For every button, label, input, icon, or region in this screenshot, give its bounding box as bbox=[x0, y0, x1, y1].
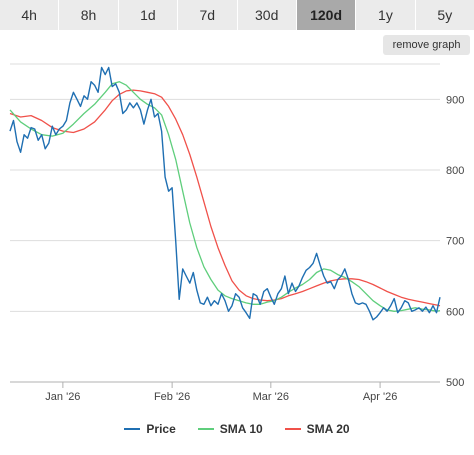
y-tick-label-700: 700 bbox=[446, 236, 464, 248]
y-tick-label-600: 600 bbox=[446, 306, 464, 318]
y-tick-label-500: 500 bbox=[446, 377, 464, 389]
legend-label-sma-20: SMA 20 bbox=[306, 422, 350, 436]
y-tick-label-900: 900 bbox=[446, 94, 464, 106]
time-range-tabs: 4h 8h 1d 7d 30d 120d 1y 5y bbox=[0, 0, 474, 30]
x-tick-label-0: Jan '26 bbox=[45, 391, 80, 403]
tab-1y[interactable]: 1y bbox=[356, 0, 416, 30]
x-tick-label-1: Feb '26 bbox=[154, 391, 190, 403]
remove-graph-button[interactable]: remove graph bbox=[383, 35, 470, 55]
series-line-price bbox=[9, 66, 441, 321]
x-tick-label-2: Mar '26 bbox=[253, 391, 289, 403]
series-line-sma-10 bbox=[9, 81, 441, 312]
tab-7d[interactable]: 7d bbox=[178, 0, 238, 30]
tab-4h[interactable]: 4h bbox=[0, 0, 60, 30]
series-lines bbox=[9, 66, 441, 321]
x-tick-label-3: Apr '26 bbox=[363, 391, 398, 403]
grid-lines bbox=[10, 63, 440, 383]
legend-label-sma-10: SMA 10 bbox=[219, 422, 263, 436]
legend-item-sma-20[interactable]: SMA 20 bbox=[284, 420, 350, 438]
tab-5y[interactable]: 5y bbox=[415, 0, 474, 30]
legend-label-price: Price bbox=[146, 422, 176, 436]
legend-swatch-sma-20 bbox=[284, 428, 301, 430]
legend-swatch-price bbox=[124, 428, 141, 430]
legend-item-price[interactable]: Price bbox=[124, 420, 176, 438]
y-axis-labels: 900 800 700 600 500 bbox=[446, 94, 464, 389]
y-tick-label-800: 800 bbox=[446, 165, 464, 177]
x-axis: Jan '26 Feb '26 Mar '26 Apr '26 bbox=[10, 381, 440, 403]
tab-120d[interactable]: 120d bbox=[296, 0, 357, 30]
series-line-sma-20 bbox=[9, 89, 441, 307]
legend-item-sma-10[interactable]: SMA 10 bbox=[197, 420, 263, 438]
tab-1d[interactable]: 1d bbox=[118, 0, 179, 30]
tab-30d[interactable]: 30d bbox=[237, 0, 297, 30]
legend: Price SMA 10 SMA 20 bbox=[0, 420, 474, 438]
tab-8h[interactable]: 8h bbox=[59, 0, 119, 30]
legend-swatch-sma-10 bbox=[197, 428, 214, 430]
